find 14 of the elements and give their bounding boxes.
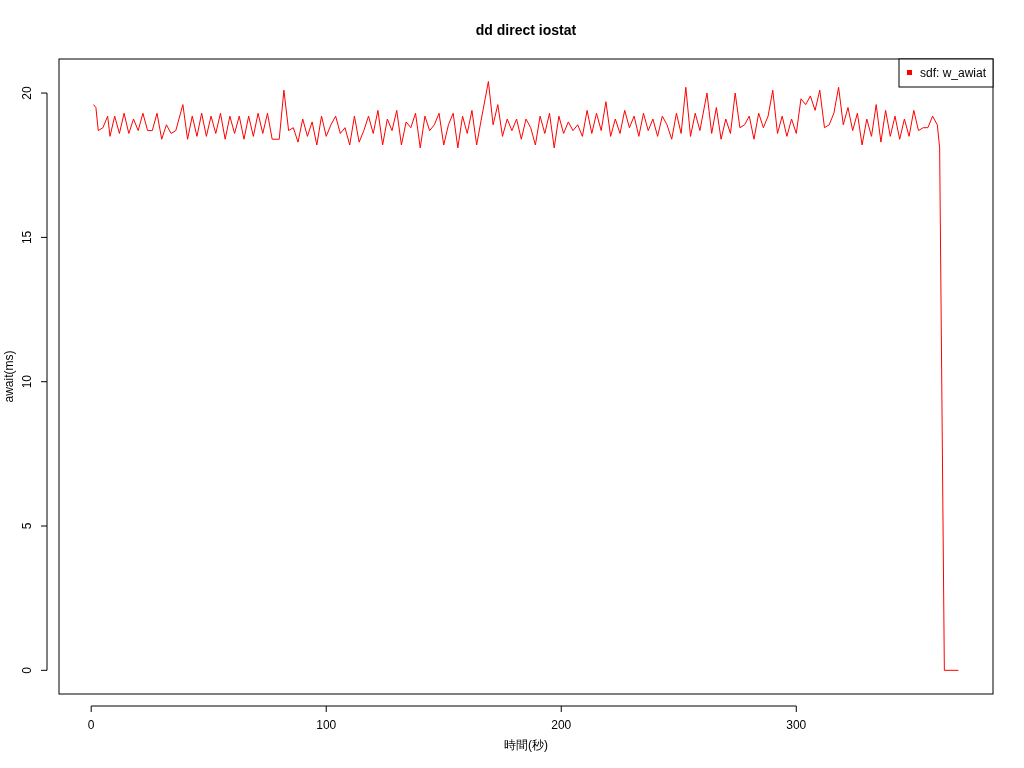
y-tick-label: 20 (20, 86, 34, 100)
x-tick-label: 100 (316, 717, 337, 732)
legend-label: sdf: w_awiat (920, 66, 987, 80)
line-series (93, 81, 959, 671)
x-tick-label: 300 (786, 717, 807, 732)
y-tick-label: 10 (20, 374, 34, 389)
x-axis-title: 時間(秒) (504, 738, 548, 752)
y-tick-label: 0 (20, 666, 34, 674)
x-tick-label: 0 (87, 717, 95, 732)
y-tick-label: 5 (20, 522, 34, 530)
chart-title: dd direct iostat (475, 22, 577, 38)
y-tick-label: 15 (20, 230, 34, 245)
x-tick-label: 200 (551, 717, 572, 732)
y-axis-title: await(ms) (2, 350, 16, 403)
